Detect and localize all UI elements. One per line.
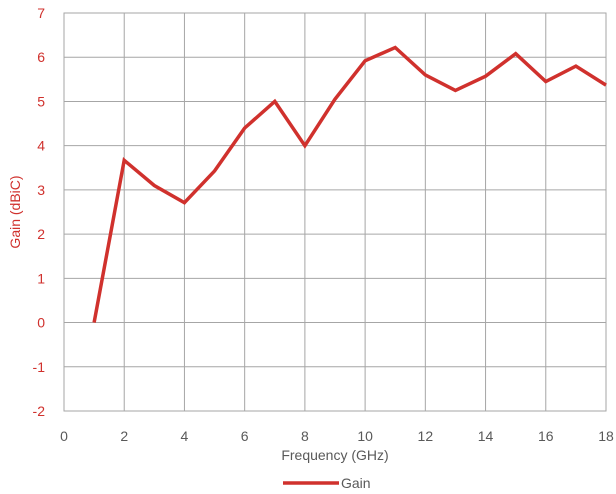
x-tick-label: 16: [538, 428, 554, 444]
x-tick-label: 6: [241, 428, 249, 444]
y-tick-label: -1: [33, 359, 46, 375]
x-tick-label: 14: [478, 428, 494, 444]
series-line-0: [92, 45, 607, 323]
x-tick-label: 4: [181, 428, 189, 444]
legend-label-gain: Gain: [341, 475, 371, 491]
series-group: [92, 45, 607, 323]
y-tick-label: 4: [37, 138, 45, 154]
y-tick-label: 0: [37, 315, 45, 331]
y-tick-label: 7: [37, 5, 45, 21]
plot-area: [63, 12, 607, 412]
x-tick-label: 18: [598, 428, 614, 444]
y-tick-label: -2: [33, 403, 46, 419]
x-tick-label: 2: [120, 428, 128, 444]
y-axis-label: Gain (dBiC): [7, 175, 23, 248]
x-tick-label: 12: [418, 428, 434, 444]
y-tick-label: 1: [37, 270, 45, 286]
x-tick-label: 10: [357, 428, 373, 444]
y-tick-label: 5: [37, 93, 45, 109]
y-tick-label: 3: [37, 182, 45, 198]
x-axis-label: Frequency (GHz): [281, 447, 388, 463]
y-tick-label: 6: [37, 49, 45, 65]
y-tick-label: 2: [37, 226, 45, 242]
x-tick-label: 0: [60, 428, 68, 444]
legend: Gain: [283, 475, 371, 491]
x-tick-label: 8: [301, 428, 309, 444]
y-axis-ticks: 7 6 5 4 3 2 1 0 -1 -2: [33, 5, 46, 419]
x-axis-ticks: 0 2 4 6 8 10 12 14 16 18: [60, 428, 614, 444]
gridlines: [63, 12, 607, 412]
